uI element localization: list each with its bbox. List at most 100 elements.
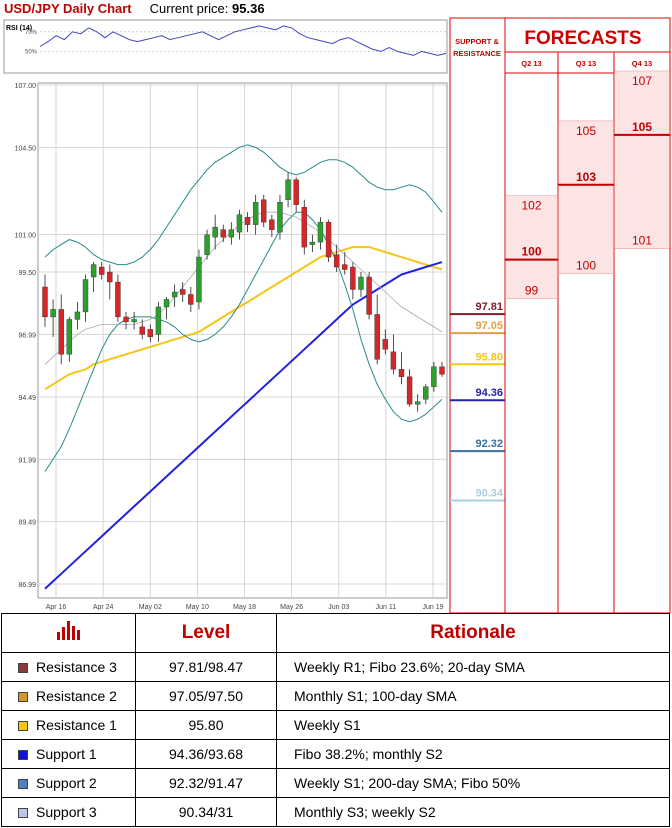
level-name-cell: Resistance 3 [1,652,136,682]
y-tick-label: 99.50 [18,270,36,277]
y-tick-label: 86.99 [18,582,36,589]
candle [398,351,405,385]
table-header-level: Level [135,613,277,653]
bollinger-lower-line [44,211,443,472]
candle [155,301,162,342]
candle [431,361,437,392]
level-name: Resistance 1 [36,717,117,733]
candle [74,301,81,330]
level-color-swatch [18,750,28,760]
candle [285,172,291,208]
rsi-title: RSI (14) [6,25,32,32]
candle [301,199,307,255]
rsi-panel [3,19,448,74]
sr-level-label: 92.32 [475,438,503,450]
sma-200-line [44,261,443,590]
forecast-quarter-label: Q3 13 [576,59,596,68]
candle [423,384,429,405]
sr-level-label: 94.36 [475,387,503,399]
level-name-cell: Support 2 [1,768,136,798]
candle [333,244,340,273]
forecast-mid-label: 103 [576,170,596,184]
level-name: Support 3 [36,804,97,820]
level-name-cell: Support 1 [1,739,136,769]
sr-level: 90.34 [450,487,505,502]
sr-level-label: 97.81 [475,301,503,313]
candle [309,234,316,253]
forecast-quarter-label: Q2 13 [521,59,541,68]
candle [212,214,218,250]
forecast-panel [504,17,671,613]
candle [163,296,170,320]
sr-level-label: 97.05 [475,320,503,332]
candle [188,286,194,312]
price-value: 95.36 [232,1,265,16]
y-tick-label: 107.00 [15,83,37,90]
rsi-tick-label: 50% [25,49,38,55]
forecast-column: Q4 13 107 105 101 [614,59,670,249]
level-name-cell: Resistance 2 [1,681,136,711]
candle [58,294,64,365]
forecast-range [558,120,614,274]
candle [107,264,113,300]
sr-level: 97.81 [450,301,505,316]
forecast-range [505,195,558,299]
bar-chart-icon [56,621,80,640]
forecast-range [614,70,670,249]
candle [66,316,73,362]
level-rationale: Fibo 38.2%; monthly S2 [276,739,670,769]
level-value: 90.34/31 [135,797,277,827]
x-tick-label: May 26 [280,604,303,611]
table-row: Resistance 2 97.05/97.50 Monthly S1; 100-d… [1,681,670,711]
level-value: 97.81/98.47 [135,652,277,682]
level-value: 94.36/93.68 [135,739,277,769]
candle [204,229,210,260]
x-tick-label: May 10 [186,604,209,611]
level-name: Support 1 [36,746,97,762]
level-value: 92.32/91.47 [135,768,277,798]
rsi-line [39,25,447,56]
forecast-high-label: 105 [576,124,596,138]
candle [406,369,413,407]
sr-column [449,17,506,613]
forecast-low-label: 101 [632,234,652,248]
table-row: Resistance 3 97.81/98.47 Weekly R1; Fibo 2… [1,652,670,682]
candle [414,394,421,412]
level-rationale: Weekly R1; Fibo 23.6%; 20-day SMA [276,652,670,682]
x-tick-label: Jun 11 [376,604,397,611]
sma-100-line [44,246,443,391]
x-tick-label: May 18 [233,604,256,611]
rsi-tick-label: 70% [25,30,38,36]
forecast-high-label: 102 [521,199,541,213]
x-tick-label: May 02 [139,604,162,611]
candle [196,249,202,310]
candle [236,209,243,240]
level-rationale: Monthly S3; weekly S2 [276,797,670,827]
candle [293,177,299,213]
levels-table: Level Rationale Resistance 3 97.81/98.47 W… [1,613,670,827]
forecast-mid-label: 100 [521,245,541,259]
candle [220,224,226,243]
level-name-cell: Support 3 [1,797,136,827]
candle [261,194,267,228]
x-tick-label: Jun 19 [422,604,443,611]
candle [82,274,89,322]
sr-title-line2: RESISTANCE [453,49,501,58]
candle [358,272,364,297]
candle [42,274,48,327]
candle [99,262,105,280]
candle [269,214,275,238]
sr-level: 92.32 [450,438,505,453]
level-color-swatch [18,779,28,789]
y-tick-label: 96.99 [18,333,36,340]
level-name: Resistance 2 [36,688,117,704]
candle [139,319,145,340]
x-tick-label: Apr 24 [93,604,114,611]
candle [244,212,251,233]
candle [342,252,348,275]
candle [90,262,97,292]
candle [252,194,259,235]
table-header-rationale: Rationale [276,613,670,653]
level-color-swatch [18,721,28,731]
level-color-swatch [18,692,28,702]
